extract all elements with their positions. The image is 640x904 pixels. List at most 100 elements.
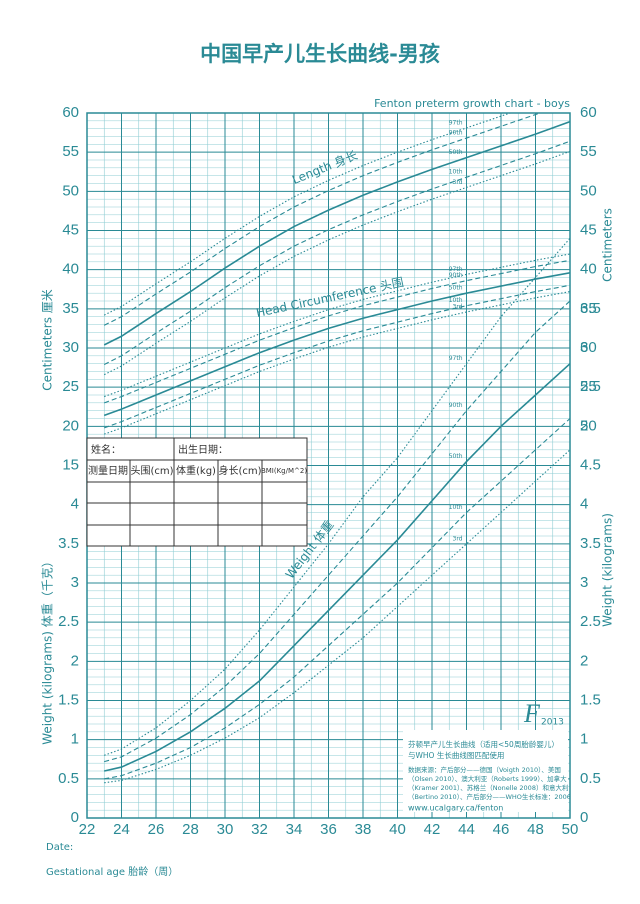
note-url: www.ucalgary.ca/fenton (408, 804, 503, 813)
x-tick-label: 28 (182, 821, 199, 838)
percentile-label: 90th (449, 272, 463, 279)
y-tick-label-right: 45 (580, 221, 597, 238)
y2-tick-label-right: 5.5 (580, 378, 601, 395)
y2-tick-label-right: 0 (580, 809, 588, 826)
percentile-line (104, 113, 512, 316)
y2-tick-label-right: 6 (580, 339, 588, 356)
percentile-line (103, 120, 570, 346)
x-tick-label: 48 (527, 821, 544, 838)
x-tick-label: 36 (320, 821, 337, 838)
x-tick-label: 50 (562, 821, 579, 838)
table-label: 姓名： (91, 443, 121, 456)
note-line: （Kramer 2001）、苏格兰（Nonelle 2008）和意大利 (408, 783, 568, 792)
percentile-label: 90th (449, 130, 463, 137)
x-tick-label: 44 (458, 821, 475, 838)
date-label: Date: (46, 842, 73, 853)
percentile-label: 50th (449, 149, 463, 156)
note-line: 数据来源：产后部分——德国（Voigth 2010）、美国 (408, 765, 561, 774)
percentile-line (104, 291, 570, 435)
x-tick-label: 22 (79, 821, 96, 838)
percentile-label: 10th (449, 169, 463, 176)
y2-axis-label-right: Weight (kilograms) (601, 513, 615, 627)
x-tick-label: 40 (389, 821, 406, 838)
table-frame (86, 437, 308, 547)
y2-tick-label: 0.5 (58, 770, 79, 787)
x-tick-label: 24 (113, 821, 130, 838)
y-tick-label-right: 20 (580, 417, 597, 434)
percentile-label: 3rd (453, 535, 463, 542)
y2-tick-label-right: 5 (580, 417, 588, 434)
table-header: 体重(kg) (176, 464, 216, 477)
table-header: 头围(cm) (130, 465, 173, 477)
y-tick-label: 50 (62, 182, 79, 199)
y-tick-label-right: 55 (580, 143, 597, 160)
percentile-label: 10th (449, 504, 463, 511)
y2-axis-label: Weight (kilograms) 体重（千克） (41, 555, 55, 745)
table-header: 身长(cm) (218, 464, 261, 477)
percentile-label: 97th (449, 119, 463, 126)
y2-tick-label-right: 6.5 (580, 300, 601, 317)
y2-tick-label-right: 2 (580, 652, 588, 669)
percentile-line (103, 272, 570, 417)
labels: 22 24 26 28 30 32 34 36 38 40 42 44 46 48 501520253035… (58, 104, 601, 838)
logo-year: 2013 (541, 718, 564, 728)
x-tick-label: 34 (286, 821, 303, 838)
x-tick-label: 46 (493, 821, 510, 838)
table-header: BMI(Kg/M^2) (261, 467, 307, 475)
y2-tick-label: 3 (71, 574, 79, 591)
y-tick-label: 45 (62, 221, 79, 238)
percentile-line (104, 237, 570, 756)
logo: F (523, 699, 541, 728)
percentile-line (104, 140, 570, 365)
x-tick-label: 26 (148, 821, 165, 838)
notes-background (403, 730, 568, 812)
x-tick-label: 42 (424, 821, 441, 838)
y2-tick-label-right: 1 (580, 731, 588, 748)
y2-tick-label-right: 0.5 (580, 770, 601, 787)
x-tick-label: 30 (217, 821, 234, 838)
table-label: 出生日期： (178, 443, 228, 456)
x-tick-label: 32 (251, 821, 268, 838)
percentile-line (104, 449, 570, 784)
y2-tick-label-right: 3 (580, 574, 588, 591)
note-line: 与WHO 生长曲线图匹配使用 (408, 750, 504, 760)
y-tick-label: 20 (62, 417, 79, 434)
y2-tick-label: 0 (71, 809, 79, 826)
chart-title: 中国早产儿生长曲线-男孩 (200, 42, 440, 66)
y2-tick-label: 4 (71, 496, 79, 513)
y2-tick-label-right: 3.5 (580, 535, 601, 552)
y-tick-label: 30 (62, 339, 79, 356)
notes-box: 芬顿早产儿生长曲线（适用<50周胎龄婴儿） 与WHO 生长曲线图匹配使用 数据来… (403, 730, 571, 813)
y-tick-label: 25 (62, 378, 79, 395)
percentile-line (104, 363, 570, 772)
measurement-table: 姓名： 出生日期： 测量日期 头围(cm) 体重(kg) 身长(cm) BMI(… (86, 437, 308, 547)
percentile-label: 50th (449, 453, 463, 460)
percentile-line (104, 300, 570, 763)
note-line: （Olsen 2010）、澳大利亚（Roberts 1999）、加拿大 (408, 774, 567, 783)
percentile-label: 90th (449, 402, 463, 409)
note-line: （Bertino 2010）、产后部分——WHO生长标准：2006 (408, 792, 571, 801)
y-tick-label-right: 35 (580, 300, 597, 317)
y2-tick-label-right: 2.5 (580, 613, 601, 630)
y-axis-label-right: Centimeters (601, 208, 615, 282)
percentile-label: 97th (449, 266, 463, 273)
y2-tick-label: 2.5 (58, 613, 79, 630)
y-tick-label: 15 (62, 456, 79, 473)
percentile-label: 10th (449, 297, 463, 304)
y2-tick-label: 1 (71, 731, 79, 748)
percentile-label: 50th (449, 285, 463, 292)
x-tick-label: 38 (355, 821, 372, 838)
y2-tick-label-right: 4.5 (580, 456, 601, 473)
percentile-line (104, 284, 570, 429)
x-axis-label: Gestational age 胎龄（周） (46, 865, 178, 878)
y-tick-label: 35 (62, 300, 79, 317)
y-tick-label-right: 40 (580, 261, 597, 278)
y-tick-label: 55 (62, 143, 79, 160)
y-tick-label: 60 (62, 104, 79, 121)
y2-tick-label: 3.5 (58, 535, 79, 552)
y2-tick-label-right: 4 (580, 496, 588, 513)
percentile-label: 3rd (453, 179, 463, 186)
percentile-line (104, 418, 570, 780)
percentile-line (104, 150, 570, 376)
curves: 97th90th50th10th3rd97th90th50th10th3rd97… (103, 113, 570, 784)
